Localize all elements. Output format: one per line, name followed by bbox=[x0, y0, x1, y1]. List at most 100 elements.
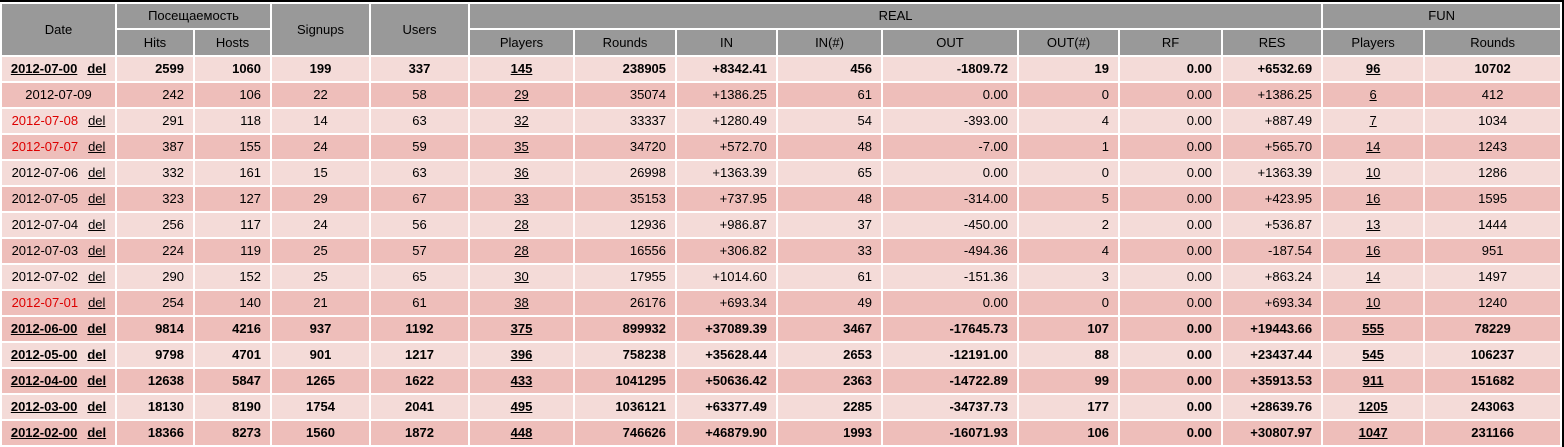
out-amount-cell: -1809.72 bbox=[883, 57, 1018, 81]
real-players-cell: 433 bbox=[470, 369, 574, 393]
fun-rounds-cell: 151682 bbox=[1425, 369, 1561, 393]
real-players-link[interactable]: 28 bbox=[514, 243, 529, 258]
real-players-link[interactable]: 495 bbox=[510, 399, 533, 414]
real-players-link[interactable]: 36 bbox=[514, 165, 529, 180]
fun-players-link[interactable]: 7 bbox=[1369, 113, 1377, 128]
real-players-link[interactable]: 145 bbox=[510, 61, 533, 76]
del-link[interactable]: del bbox=[88, 191, 106, 206]
fun-rounds-cell: 1240 bbox=[1425, 291, 1561, 315]
col-header-real-rounds: Rounds bbox=[575, 30, 676, 55]
res-cell: +423.95 bbox=[1223, 187, 1322, 211]
date-link[interactable]: 2012-05-00 bbox=[10, 347, 78, 362]
date-label: 2012-07-09 bbox=[25, 87, 92, 102]
real-players-link[interactable]: 38 bbox=[514, 295, 529, 310]
real-players-link[interactable]: 28 bbox=[514, 217, 529, 232]
real-players-link[interactable]: 32 bbox=[514, 113, 529, 128]
hits-cell: 2599 bbox=[117, 57, 193, 81]
hits-cell: 291 bbox=[117, 109, 193, 133]
real-players-cell: 396 bbox=[470, 343, 574, 367]
out-count-cell: 106 bbox=[1019, 421, 1119, 445]
fun-players-link[interactable]: 1205 bbox=[1358, 399, 1388, 414]
hits-cell: 12638 bbox=[117, 369, 193, 393]
fun-players-link[interactable]: 13 bbox=[1365, 217, 1381, 232]
table-row: 2012-02-00 del 18366 8273 1560 1872 448 746626 +… bbox=[2, 421, 1561, 445]
table-row: 2012-07-09 242 106 22 58 29 35074 +1386.25 61 0.0… bbox=[2, 83, 1561, 107]
del-link[interactable]: del bbox=[87, 321, 107, 336]
users-cell: 57 bbox=[371, 239, 469, 263]
out-count-cell: 88 bbox=[1019, 343, 1119, 367]
del-link[interactable]: del bbox=[88, 139, 106, 154]
del-link[interactable]: del bbox=[87, 61, 107, 76]
date-cell: 2012-07-09 bbox=[2, 83, 115, 107]
del-link[interactable]: del bbox=[88, 243, 106, 258]
fun-players-link[interactable]: 6 bbox=[1369, 87, 1377, 102]
table-row: 2012-07-08 del 291 118 14 63 32 33337 +1280.49 54… bbox=[2, 109, 1561, 133]
users-cell: 59 bbox=[371, 135, 469, 159]
date-link[interactable]: 2012-07-00 bbox=[10, 61, 78, 76]
fun-rounds-cell: 1034 bbox=[1425, 109, 1561, 133]
del-link[interactable]: del bbox=[88, 113, 106, 128]
fun-players-link[interactable]: 10 bbox=[1365, 165, 1381, 180]
fun-players-link[interactable]: 545 bbox=[1362, 347, 1384, 362]
table-row: 2012-04-00 del 12638 5847 1265 1622 433 1041295… bbox=[2, 369, 1561, 393]
date-cell: 2012-07-02 del bbox=[2, 265, 115, 289]
real-players-link[interactable]: 35 bbox=[514, 139, 529, 154]
real-players-link[interactable]: 448 bbox=[510, 425, 533, 440]
fun-players-link[interactable]: 96 bbox=[1365, 61, 1381, 76]
real-players-link[interactable]: 30 bbox=[514, 269, 529, 284]
real-players-link[interactable]: 396 bbox=[510, 347, 533, 362]
fun-players-link[interactable]: 10 bbox=[1365, 295, 1381, 310]
date-cell: 2012-07-00 del bbox=[2, 57, 115, 81]
del-link[interactable]: del bbox=[88, 269, 106, 284]
in-amount-cell: +8342.41 bbox=[677, 57, 777, 81]
out-amount-cell: 0.00 bbox=[883, 291, 1018, 315]
fun-players-link[interactable]: 14 bbox=[1365, 269, 1381, 284]
real-players-cell: 29 bbox=[470, 83, 574, 107]
del-link[interactable]: del bbox=[88, 295, 106, 310]
signups-cell: 199 bbox=[272, 57, 370, 81]
out-amount-cell: 0.00 bbox=[883, 161, 1018, 185]
real-players-link[interactable]: 433 bbox=[510, 373, 533, 388]
del-link[interactable]: del bbox=[88, 165, 106, 180]
del-link[interactable]: del bbox=[87, 425, 107, 440]
col-header-fun-players: Players bbox=[1323, 30, 1424, 55]
date-link[interactable]: 2012-03-00 bbox=[10, 399, 78, 414]
date-link[interactable]: 2012-06-00 bbox=[10, 321, 78, 336]
real-players-cell: 36 bbox=[470, 161, 574, 185]
fun-players-cell: 13 bbox=[1323, 213, 1424, 237]
fun-players-link[interactable]: 1047 bbox=[1358, 425, 1388, 440]
real-players-link[interactable]: 375 bbox=[510, 321, 533, 336]
fun-rounds-cell: 1243 bbox=[1425, 135, 1561, 159]
date-link[interactable]: 2012-04-00 bbox=[10, 373, 78, 388]
fun-players-cell: 10 bbox=[1323, 291, 1424, 315]
fun-players-link[interactable]: 16 bbox=[1365, 243, 1381, 258]
del-link[interactable]: del bbox=[87, 373, 107, 388]
del-link[interactable]: del bbox=[87, 399, 107, 414]
res-cell: +565.70 bbox=[1223, 135, 1322, 159]
date-label: 2012-07-01 bbox=[11, 295, 79, 310]
signups-cell: 24 bbox=[272, 213, 370, 237]
res-cell: +693.34 bbox=[1223, 291, 1322, 315]
table-row: 2012-06-00 del 9814 4216 937 1192 375 899932 +37… bbox=[2, 317, 1561, 341]
date-link[interactable]: 2012-02-00 bbox=[10, 425, 78, 440]
real-players-link[interactable]: 29 bbox=[514, 87, 529, 102]
date-cell: 2012-02-00 del bbox=[2, 421, 115, 445]
fun-players-link[interactable]: 555 bbox=[1362, 321, 1384, 336]
out-amount-cell: -494.36 bbox=[883, 239, 1018, 263]
hosts-cell: 4216 bbox=[195, 317, 271, 341]
users-cell: 337 bbox=[371, 57, 469, 81]
fun-players-link[interactable]: 911 bbox=[1362, 373, 1384, 388]
del-link[interactable]: del bbox=[88, 217, 106, 232]
in-count-cell: 2363 bbox=[778, 369, 882, 393]
real-players-link[interactable]: 33 bbox=[514, 191, 529, 206]
hosts-cell: 161 bbox=[195, 161, 271, 185]
fun-players-link[interactable]: 14 bbox=[1365, 139, 1381, 154]
del-link[interactable]: del bbox=[87, 347, 107, 362]
signups-cell: 15 bbox=[272, 161, 370, 185]
date-cell: 2012-07-08 del bbox=[2, 109, 115, 133]
real-players-cell: 375 bbox=[470, 317, 574, 341]
real-players-cell: 35 bbox=[470, 135, 574, 159]
fun-players-link[interactable]: 16 bbox=[1365, 191, 1381, 206]
out-count-cell: 4 bbox=[1019, 109, 1119, 133]
